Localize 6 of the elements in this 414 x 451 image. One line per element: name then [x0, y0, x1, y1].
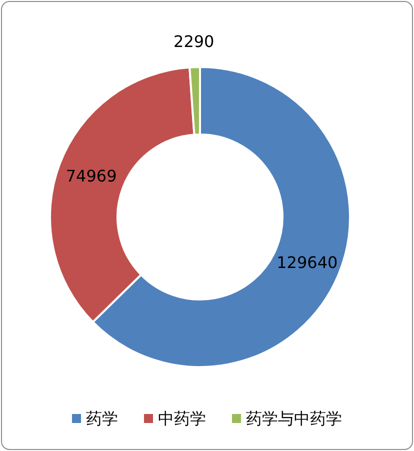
data-label: 2290	[174, 32, 214, 52]
legend-label: 药学	[86, 409, 118, 428]
data-label: 74969	[66, 166, 117, 186]
legend-label: 中药学	[158, 409, 206, 428]
legend-label: 药学与中药学	[246, 409, 342, 428]
data-label: 129640	[276, 253, 338, 272]
